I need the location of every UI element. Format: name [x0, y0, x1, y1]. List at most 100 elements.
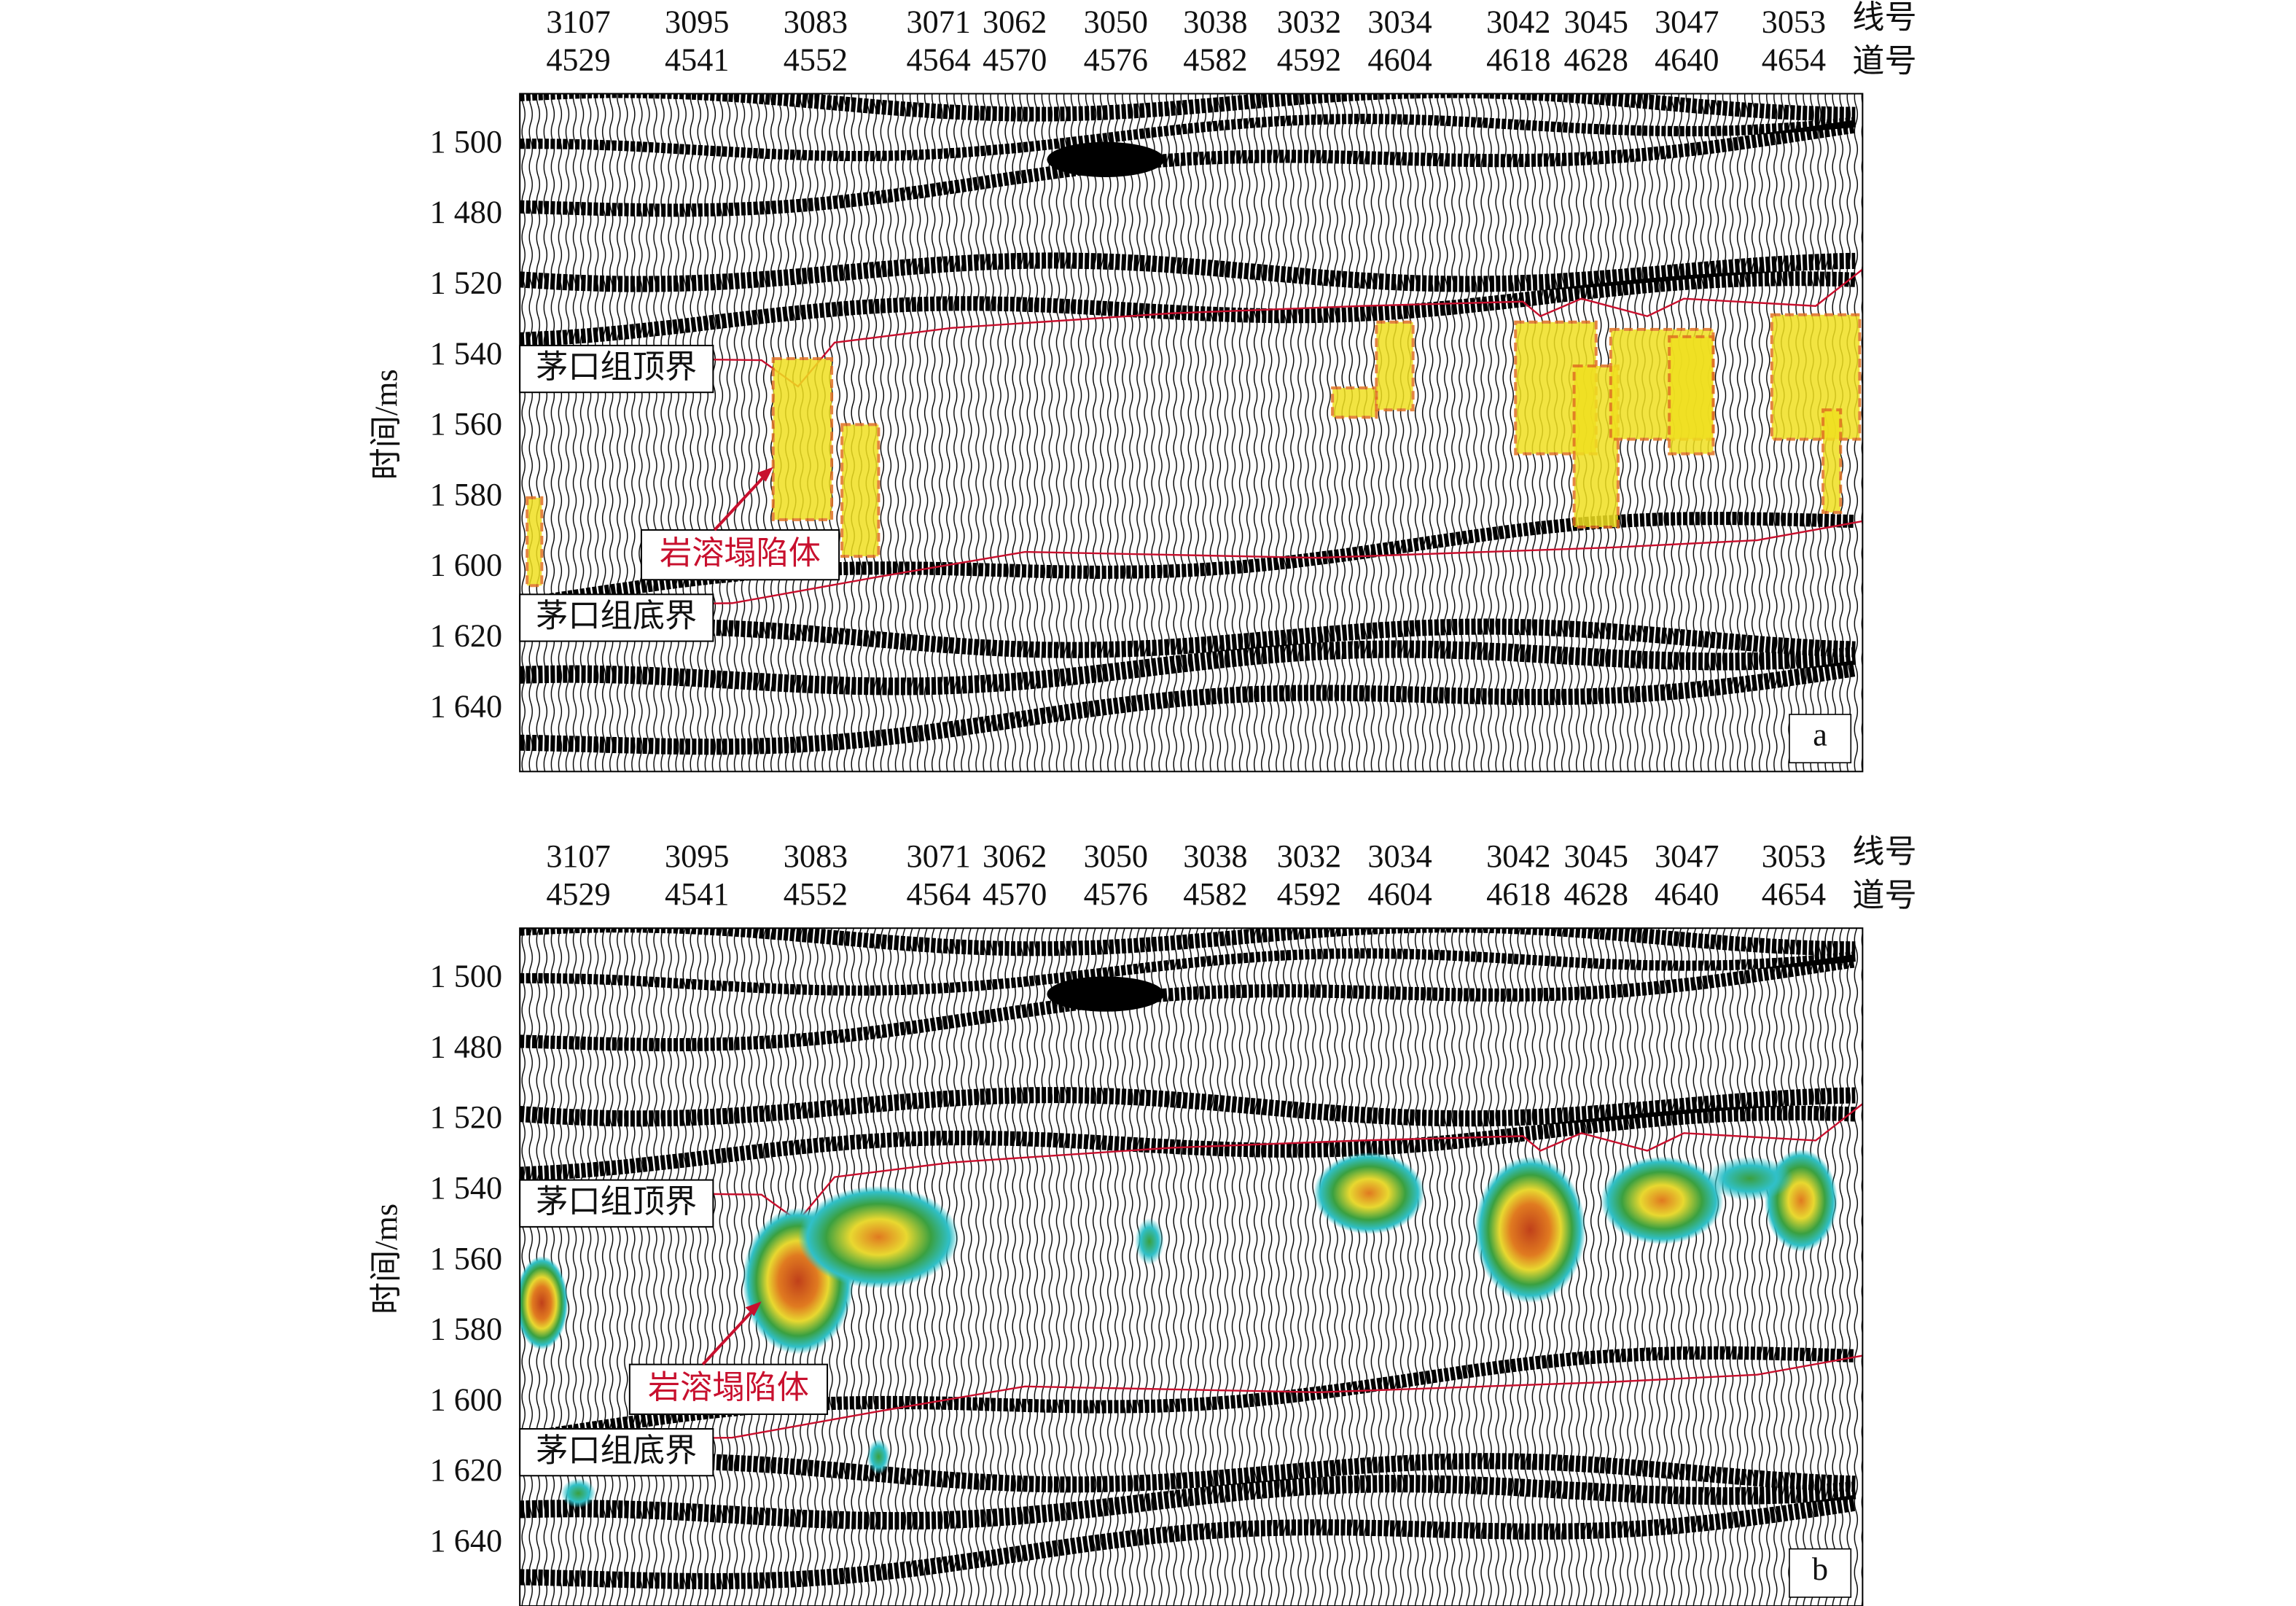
y-tick-label: 1 580 [430, 1311, 502, 1347]
line-number: 3050 [1084, 838, 1148, 874]
line-label: 线号 [1852, 0, 1916, 35]
seismic-section [520, 928, 1863, 1606]
trace-number: 4576 [1084, 42, 1148, 77]
karst-arrow [701, 1304, 759, 1366]
y-tick-label: 1 500 [430, 124, 502, 160]
line-number: 3047 [1655, 838, 1719, 874]
reflector-band [520, 928, 1856, 956]
karst-collapse-label: 岩溶塌陷体 [648, 1370, 809, 1406]
reflector-band [520, 948, 1856, 996]
trace-number: 4529 [546, 42, 610, 77]
bottom-horizon [520, 1354, 1863, 1442]
anomaly [526, 496, 544, 588]
y-tick-label: 1 580 [430, 477, 502, 512]
trace-number: 4541 [665, 42, 729, 77]
bottom-boundary-label-box [519, 593, 714, 642]
y-tick-label: 1 520 [430, 1099, 502, 1135]
line-number: 3062 [983, 838, 1047, 874]
trace-number: 4552 [784, 876, 848, 912]
trace-number: 4570 [983, 42, 1047, 77]
trace-number: 4564 [907, 876, 971, 912]
anomaly [1770, 313, 1862, 441]
line-number: 3083 [784, 838, 848, 874]
trace-number: 4529 [546, 876, 610, 912]
line-number: 3032 [1277, 838, 1341, 874]
panel-label: b [1812, 1551, 1828, 1587]
line-number: 3107 [546, 4, 610, 39]
reflector-band [520, 640, 1856, 695]
y-axis-label: 时间/ms [369, 369, 405, 480]
anomaly [1821, 408, 1843, 514]
reflector-band [520, 252, 1856, 292]
anomaly [771, 357, 834, 521]
bottom-boundary-label: 茅口组底界 [536, 599, 697, 634]
panel-label: a [1813, 717, 1827, 752]
bottom-boundary-label: 茅口组底界 [536, 1432, 697, 1468]
trace-number: 4541 [665, 876, 729, 912]
trace-number: 4628 [1564, 42, 1628, 77]
y-tick-label: 1 560 [430, 406, 502, 442]
line-number: 3053 [1762, 4, 1826, 39]
line-number: 3071 [907, 838, 971, 874]
trace-number: 4618 [1486, 42, 1550, 77]
trace-number: 4582 [1183, 876, 1247, 912]
anomaly [561, 1478, 596, 1508]
reflector-band [520, 120, 1856, 217]
anomaly [840, 423, 880, 558]
line-number: 3071 [907, 4, 971, 39]
line-number: 3045 [1564, 4, 1628, 39]
anomaly [1313, 1152, 1425, 1234]
reflector-blob [1047, 141, 1165, 177]
anomaly [1134, 1217, 1165, 1266]
trace-number: 4628 [1564, 876, 1628, 912]
line-label: 线号 [1852, 834, 1916, 870]
line-number: 3042 [1486, 4, 1550, 39]
trace-number: 4618 [1486, 876, 1550, 912]
reflector-band [520, 1475, 1856, 1530]
karst-collapse-label: 岩溶塌陷体 [660, 535, 821, 571]
line-number: 3053 [1762, 838, 1826, 874]
reflector-blob [1047, 976, 1165, 1012]
y-tick-label: 1 480 [430, 195, 502, 230]
line-number: 3034 [1367, 838, 1432, 874]
anomaly [520, 1256, 569, 1350]
karst-arrowhead [757, 467, 773, 482]
anomaly [1668, 335, 1715, 456]
reflector-band [520, 93, 1856, 122]
trace-number: 4552 [784, 42, 848, 77]
top-boundary-label-box [519, 1179, 714, 1228]
reflector-band [520, 660, 1856, 755]
anomaly [1375, 320, 1415, 412]
trace-number: 4592 [1277, 42, 1341, 77]
reflector-band [520, 1105, 1856, 1182]
trace-label: 道号 [1852, 44, 1916, 79]
line-number: 3047 [1655, 4, 1719, 39]
karst-arrow [713, 470, 770, 531]
panel-label-box [1789, 1548, 1852, 1598]
karst-collapse-label-box [628, 1363, 829, 1415]
top-boundary-label: 茅口组顶界 [536, 349, 697, 385]
bottom-boundary-label-box [519, 1428, 714, 1477]
top-boundary-label-box [519, 344, 714, 394]
trace-number: 4592 [1277, 876, 1341, 912]
line-number: 3042 [1486, 838, 1550, 874]
line-number: 3032 [1277, 4, 1341, 39]
reflector-band [520, 271, 1856, 347]
line-number: 3038 [1183, 838, 1247, 874]
trace-number: 4570 [983, 876, 1047, 912]
line-number: 3107 [546, 838, 610, 874]
section-frame [519, 927, 1864, 1606]
y-tick-label: 1 620 [430, 618, 502, 654]
y-tick-label: 1 640 [430, 1523, 502, 1559]
reflector-band [520, 618, 1856, 658]
line-number: 3034 [1367, 4, 1432, 39]
line-number: 3045 [1564, 838, 1628, 874]
y-tick-label: 1 620 [430, 1452, 502, 1488]
reflector-band [520, 1494, 1856, 1590]
section-frame [519, 93, 1864, 773]
trace-number: 4582 [1183, 42, 1247, 77]
y-tick-label: 1 540 [430, 1170, 502, 1206]
